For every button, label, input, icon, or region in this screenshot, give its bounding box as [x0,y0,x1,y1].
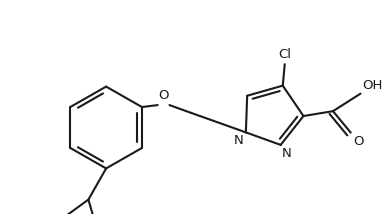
Text: OH: OH [362,79,383,92]
Text: N: N [234,134,244,147]
Text: N: N [282,147,291,160]
Text: O: O [353,135,364,148]
Text: O: O [158,89,169,102]
Text: Cl: Cl [278,48,291,61]
